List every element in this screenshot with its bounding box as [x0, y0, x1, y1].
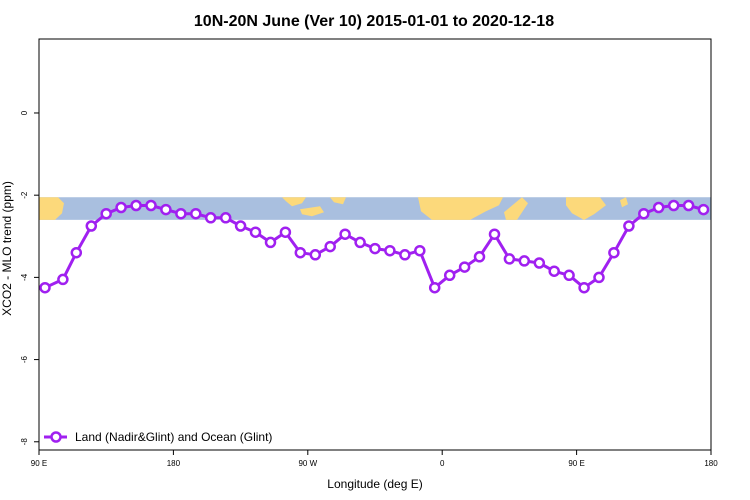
data-point	[100, 207, 112, 220]
data-point	[503, 253, 516, 265]
data-point	[623, 220, 635, 232]
map-landmass	[330, 197, 346, 205]
data-point	[533, 257, 546, 269]
map-landmass	[566, 197, 606, 220]
data-point	[264, 236, 277, 249]
data-point	[369, 242, 381, 255]
data-point	[667, 199, 680, 212]
data-point	[324, 240, 336, 253]
data-point	[130, 199, 142, 212]
y-tick-label: -2	[20, 191, 29, 199]
y-tick-label: -8	[20, 438, 29, 446]
data-point	[115, 201, 127, 214]
data-point	[548, 265, 560, 277]
data-point	[204, 212, 217, 224]
data-point	[309, 249, 322, 261]
map-landmass	[581, 209, 588, 220]
data-point	[85, 220, 98, 232]
y-tick-label: -6	[20, 355, 29, 363]
map-landmass	[300, 206, 324, 217]
x-tick-label: 90 W	[298, 459, 317, 468]
data-point	[473, 251, 486, 263]
data-point	[563, 269, 575, 282]
x-axis-label: Longitude (deg E)	[327, 477, 422, 491]
x-tick-label: 90 E	[568, 459, 584, 468]
data-point	[145, 199, 157, 212]
plot-frame	[38, 38, 712, 451]
data-point	[354, 236, 366, 249]
map-landmass	[39, 197, 64, 220]
data-point	[697, 203, 710, 216]
data-point	[190, 207, 202, 220]
data-point	[70, 246, 83, 259]
series-layer	[39, 199, 710, 294]
map-landmass	[504, 197, 528, 220]
data-point	[458, 261, 471, 273]
data-point	[428, 281, 441, 294]
x-tick-label: 90 E	[31, 459, 47, 468]
chart-title: 10N-20N June (Ver 10) 2015-01-01 to 2020…	[194, 13, 554, 30]
data-point	[593, 271, 605, 284]
x-tick-label: 180	[167, 459, 181, 468]
data-point	[518, 255, 531, 267]
data-point	[384, 244, 396, 257]
data-point	[578, 281, 590, 294]
data-point	[399, 249, 411, 261]
map-landmass	[620, 197, 628, 208]
data-point	[414, 244, 426, 257]
data-point	[443, 269, 456, 282]
data-point	[57, 273, 69, 286]
data-point	[160, 203, 172, 216]
map-landmass	[282, 197, 306, 207]
legend-entry-label: Land (Nadir&Glint) and Ocean (Glint)	[75, 430, 272, 444]
data-point	[234, 220, 247, 232]
data-point	[219, 212, 232, 224]
map-landmass	[418, 197, 503, 220]
data-point	[279, 226, 292, 238]
data-point	[488, 228, 501, 240]
x-tick-label: 0	[440, 459, 445, 468]
legend: Land (Nadir&Glint) and Ocean (Glint)	[44, 430, 272, 444]
y-axis-label: XCO2 - MLO trend (ppm)	[0, 181, 14, 316]
x-tick-label: 180	[704, 459, 718, 468]
data-point	[638, 207, 650, 220]
data-point	[175, 207, 187, 220]
data-point	[339, 228, 351, 240]
data-point	[608, 246, 620, 259]
data-point	[249, 226, 262, 238]
data-point	[652, 201, 665, 214]
data-point	[294, 246, 307, 259]
y-tick-label: -4	[20, 273, 29, 281]
data-point	[39, 281, 51, 294]
data-point	[682, 199, 695, 212]
y-tick-label: 0	[20, 110, 29, 115]
legend-marker-swatch	[50, 431, 62, 443]
axis-ticks: 90 E 180 90 W 0 90 E 180 -8 -6 -4 -2 0	[20, 110, 718, 468]
